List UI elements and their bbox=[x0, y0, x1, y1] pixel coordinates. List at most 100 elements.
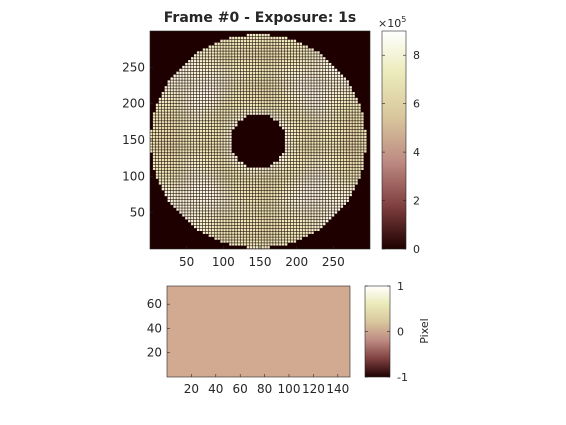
image-cell bbox=[326, 182, 329, 185]
image-cell bbox=[199, 202, 203, 205]
image-cell bbox=[255, 199, 258, 202]
image-cell bbox=[202, 77, 206, 80]
image-cell bbox=[284, 118, 288, 121]
image-cell bbox=[261, 106, 264, 109]
image-cell bbox=[182, 167, 185, 170]
image-cell bbox=[188, 100, 191, 104]
image-cell bbox=[293, 211, 297, 214]
image-cell bbox=[170, 202, 173, 205]
image-cell bbox=[311, 173, 314, 176]
image-cell bbox=[320, 115, 323, 118]
image-cell bbox=[246, 179, 250, 182]
image-cell bbox=[223, 51, 226, 54]
image-cell bbox=[293, 150, 297, 153]
image-cell bbox=[328, 185, 332, 188]
image-cell bbox=[246, 237, 250, 240]
image-cell bbox=[232, 193, 235, 197]
image-cell bbox=[284, 97, 288, 101]
image-cell bbox=[205, 208, 209, 211]
image-cell bbox=[217, 129, 220, 133]
image-cell bbox=[284, 155, 288, 159]
image-cell bbox=[252, 80, 256, 83]
image-cell bbox=[205, 144, 209, 147]
image-cell bbox=[317, 129, 320, 133]
image-cell bbox=[223, 80, 226, 83]
image-cell bbox=[264, 83, 267, 86]
image-cell bbox=[284, 225, 288, 229]
image-cell bbox=[323, 86, 326, 89]
image-cell bbox=[173, 121, 176, 124]
image-cell bbox=[264, 187, 267, 191]
image-cell bbox=[337, 158, 341, 162]
image-cell bbox=[164, 118, 168, 121]
image-cell bbox=[264, 205, 267, 208]
image-cell bbox=[267, 217, 270, 220]
image-cell bbox=[217, 150, 220, 153]
image-cell bbox=[170, 193, 173, 197]
image-cell bbox=[290, 144, 294, 147]
image-cell bbox=[296, 42, 300, 45]
image-cell bbox=[337, 153, 341, 156]
image-cell bbox=[323, 89, 326, 92]
image-cell bbox=[235, 190, 238, 194]
image-cell bbox=[284, 217, 288, 220]
image-cell bbox=[290, 97, 294, 101]
image-cell bbox=[249, 185, 253, 188]
image-cell bbox=[343, 179, 346, 182]
image-cell bbox=[208, 147, 212, 150]
image-cell bbox=[320, 196, 323, 200]
image-cell bbox=[161, 129, 165, 133]
image-cell bbox=[279, 65, 282, 69]
image-cell bbox=[223, 237, 226, 240]
image-cell bbox=[261, 193, 264, 197]
image-cell bbox=[255, 225, 258, 229]
image-cell bbox=[173, 103, 176, 107]
image-cell bbox=[243, 225, 247, 229]
image-cell bbox=[267, 45, 270, 48]
image-cell bbox=[282, 54, 285, 57]
image-cell bbox=[323, 217, 326, 220]
image-cell bbox=[158, 153, 162, 156]
image-cell bbox=[249, 205, 253, 208]
image-cell bbox=[267, 54, 270, 57]
image-cell bbox=[334, 118, 338, 121]
image-cell bbox=[284, 48, 288, 51]
image-cell bbox=[205, 141, 209, 144]
image-cell bbox=[232, 36, 235, 40]
image-cell bbox=[173, 86, 176, 89]
image-cell bbox=[349, 182, 352, 185]
image-cell bbox=[314, 196, 317, 200]
image-cell bbox=[202, 138, 206, 141]
image-cell bbox=[296, 170, 300, 173]
image-cell bbox=[179, 208, 182, 211]
image-cell bbox=[232, 234, 235, 237]
image-cell bbox=[188, 205, 191, 208]
image-cell bbox=[270, 83, 273, 86]
image-cell bbox=[282, 71, 285, 75]
image-cell bbox=[317, 124, 320, 127]
image-cell bbox=[293, 109, 297, 112]
image-cell bbox=[305, 225, 308, 229]
image-cell bbox=[202, 147, 206, 150]
image-cell bbox=[326, 126, 329, 130]
image-cell bbox=[326, 65, 329, 69]
image-cell bbox=[331, 129, 335, 133]
image-cell bbox=[349, 153, 352, 156]
image-cell bbox=[161, 167, 165, 170]
image-cell bbox=[211, 94, 214, 98]
image-cell bbox=[328, 208, 332, 211]
image-cell bbox=[249, 109, 253, 112]
image-cell bbox=[217, 126, 220, 130]
image-cell bbox=[208, 190, 212, 194]
image-cell bbox=[287, 83, 291, 86]
image-cell bbox=[267, 182, 270, 185]
image-cell bbox=[328, 135, 332, 138]
image-cell bbox=[199, 94, 203, 98]
image-cell bbox=[238, 182, 241, 185]
image-cell bbox=[361, 124, 364, 127]
image-cell bbox=[355, 100, 358, 104]
image-cell bbox=[214, 193, 217, 197]
image-cell bbox=[205, 103, 209, 107]
image-cell bbox=[226, 153, 229, 156]
image-cell bbox=[176, 153, 179, 156]
